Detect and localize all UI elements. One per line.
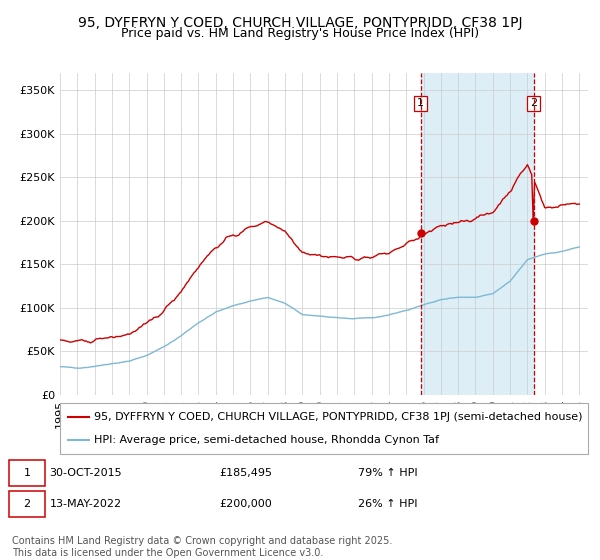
Text: £185,495: £185,495 [220, 468, 272, 478]
Text: £200,000: £200,000 [220, 499, 272, 509]
Text: 1: 1 [417, 99, 424, 109]
FancyBboxPatch shape [60, 403, 588, 454]
Text: 95, DYFFRYN Y COED, CHURCH VILLAGE, PONTYPRIDD, CF38 1PJ (semi-detached house): 95, DYFFRYN Y COED, CHURCH VILLAGE, PONT… [94, 412, 583, 422]
Text: 79% ↑ HPI: 79% ↑ HPI [358, 468, 417, 478]
Text: 2: 2 [530, 99, 538, 109]
Text: 1: 1 [23, 468, 31, 478]
FancyBboxPatch shape [9, 491, 45, 517]
Text: Price paid vs. HM Land Registry's House Price Index (HPI): Price paid vs. HM Land Registry's House … [121, 27, 479, 40]
Bar [421, 73, 534, 395]
Text: Contains HM Land Registry data © Crown copyright and database right 2025.
This d: Contains HM Land Registry data © Crown c… [12, 536, 392, 558]
Text: 30-OCT-2015: 30-OCT-2015 [49, 468, 122, 478]
Text: HPI: Average price, semi-detached house, Rhondda Cynon Taf: HPI: Average price, semi-detached house,… [94, 435, 439, 445]
Text: 2: 2 [23, 499, 31, 509]
Text: 26% ↑ HPI: 26% ↑ HPI [358, 499, 417, 509]
FancyBboxPatch shape [9, 460, 45, 486]
Text: 13-MAY-2022: 13-MAY-2022 [49, 499, 122, 509]
Text: 95, DYFFRYN Y COED, CHURCH VILLAGE, PONTYPRIDD, CF38 1PJ: 95, DYFFRYN Y COED, CHURCH VILLAGE, PONT… [78, 16, 522, 30]
